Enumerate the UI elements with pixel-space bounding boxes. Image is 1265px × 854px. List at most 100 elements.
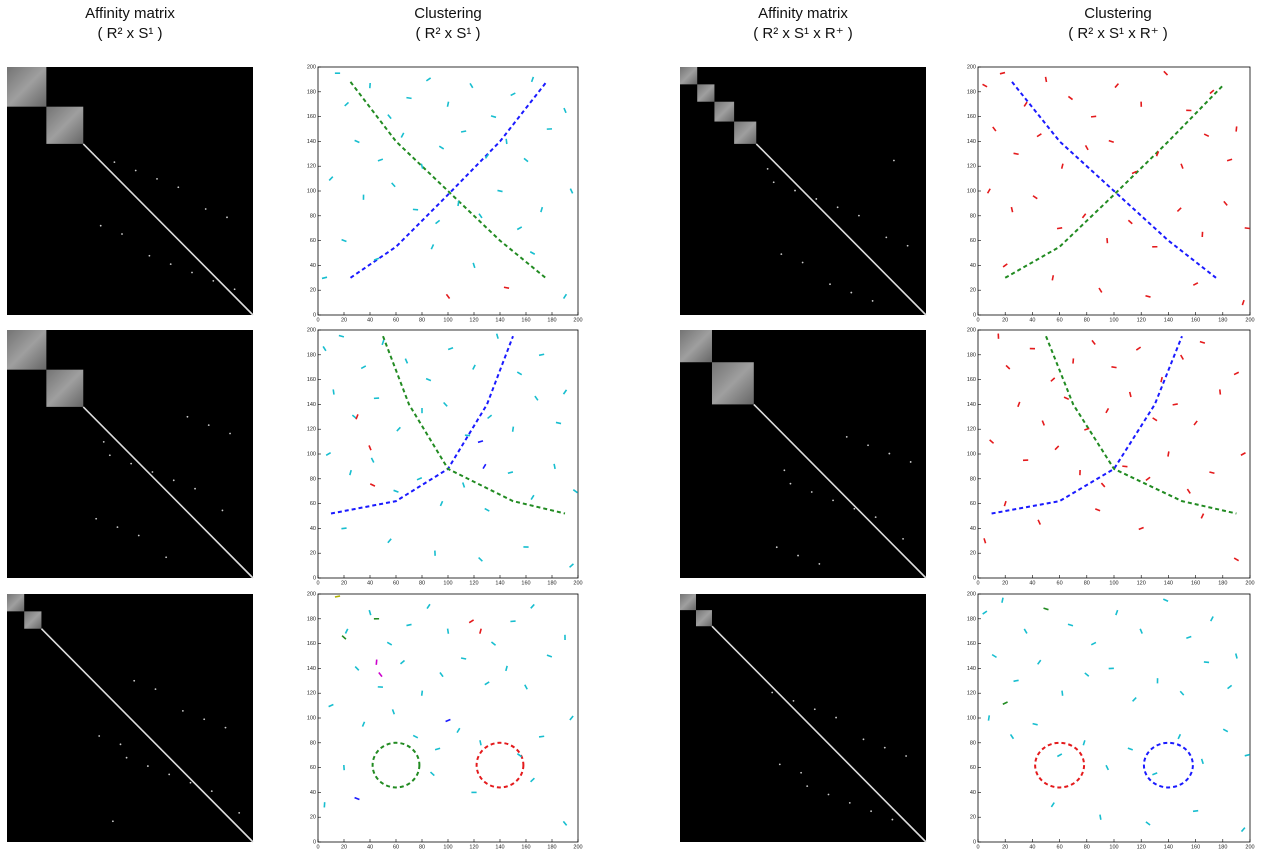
matrix-speck (789, 482, 792, 485)
point (381, 339, 385, 346)
matrix-speck (194, 487, 196, 490)
matrix-speck (797, 554, 799, 557)
x-tick-label: 200 (573, 580, 582, 586)
point (361, 721, 366, 727)
y-tick-label: 20 (970, 288, 976, 294)
y-tick-label: 100 (967, 451, 976, 457)
x-tick-label: 140 (1164, 317, 1173, 323)
x-tick-label: 40 (367, 844, 373, 850)
y-tick-label: 40 (970, 526, 976, 532)
matrix-speck (815, 198, 818, 200)
point (1128, 391, 1132, 398)
matrix-speck (893, 159, 895, 162)
y-tick-label: 0 (973, 312, 976, 318)
point (1054, 445, 1060, 451)
x-tick-label: 180 (1218, 844, 1227, 850)
point (484, 507, 490, 512)
matrix-speck (102, 440, 105, 443)
matrix-speck (177, 186, 180, 189)
x-tick-label: 80 (1084, 317, 1090, 323)
matrix-speck (204, 208, 207, 210)
matrix-speck (113, 161, 116, 164)
y-tick-label: 200 (307, 327, 316, 333)
x-tick-label: 0 (316, 844, 319, 850)
point (1200, 513, 1205, 519)
boundary-curve (382, 335, 566, 515)
point (1209, 89, 1215, 95)
point (368, 609, 372, 616)
y-tick-label: 80 (310, 213, 316, 219)
point (505, 665, 508, 672)
point (1127, 219, 1133, 225)
point (1067, 623, 1074, 627)
point (1013, 679, 1019, 683)
x-tick-label: 60 (393, 844, 399, 850)
point (1067, 95, 1074, 101)
x-tick-label: 200 (1245, 844, 1254, 850)
matrix-speck (229, 432, 231, 435)
point (1209, 471, 1215, 475)
x-tick-label: 160 (1191, 844, 1200, 850)
matrix-speck (775, 546, 778, 549)
point (983, 538, 987, 544)
y-tick-label: 80 (310, 740, 316, 746)
point (1180, 163, 1184, 169)
point (1050, 802, 1055, 808)
point (338, 334, 345, 338)
y-tick-label: 20 (310, 288, 316, 294)
point (1244, 753, 1250, 757)
matrix-speck (92, 152, 94, 155)
x-tick-label: 80 (419, 317, 425, 323)
y-tick-label: 120 (967, 164, 976, 170)
matrix-speck (885, 236, 888, 239)
matrix-speck (130, 462, 133, 465)
point (1172, 403, 1178, 406)
y-tick-label: 180 (307, 616, 316, 622)
y-tick-label: 180 (967, 352, 976, 358)
point (1222, 728, 1229, 733)
point (344, 628, 349, 634)
matrix-speck (137, 534, 140, 537)
x-tick-label: 140 (1164, 580, 1173, 586)
matrix-speck (827, 793, 830, 796)
x-tick-label: 80 (419, 844, 425, 850)
y-tick-label: 40 (970, 263, 976, 269)
x-tick-label: 180 (547, 844, 556, 850)
point (391, 182, 396, 188)
y-tick-label: 200 (967, 327, 976, 333)
point (469, 82, 474, 89)
point (1081, 213, 1087, 219)
y-tick-label: 120 (307, 164, 316, 170)
point (435, 219, 441, 225)
header-title: Affinity matrix (85, 5, 175, 22)
matrix-speck (134, 169, 137, 172)
point (1234, 653, 1238, 659)
y-tick-label: 180 (307, 89, 316, 95)
point (523, 157, 529, 163)
point (563, 107, 567, 114)
point (457, 200, 460, 207)
point (553, 463, 556, 470)
point (370, 457, 375, 463)
point (516, 371, 523, 376)
point (420, 163, 424, 169)
point (1032, 722, 1038, 726)
point (1131, 170, 1138, 175)
point (1009, 733, 1015, 740)
point (341, 238, 347, 243)
y-tick-label: 20 (970, 815, 976, 821)
point (1192, 282, 1199, 286)
point (1179, 690, 1185, 696)
x-tick-label: 40 (367, 580, 373, 586)
point (425, 77, 432, 82)
point (1177, 733, 1182, 740)
point (482, 463, 487, 470)
point (999, 71, 1006, 75)
y-tick-label: 200 (307, 64, 316, 70)
point (1132, 696, 1137, 702)
x-tick-label: 160 (521, 317, 530, 323)
y-tick-label: 60 (970, 765, 976, 771)
y-tick-label: 60 (310, 501, 316, 507)
x-tick-label: 20 (341, 317, 347, 323)
point (1084, 672, 1090, 677)
